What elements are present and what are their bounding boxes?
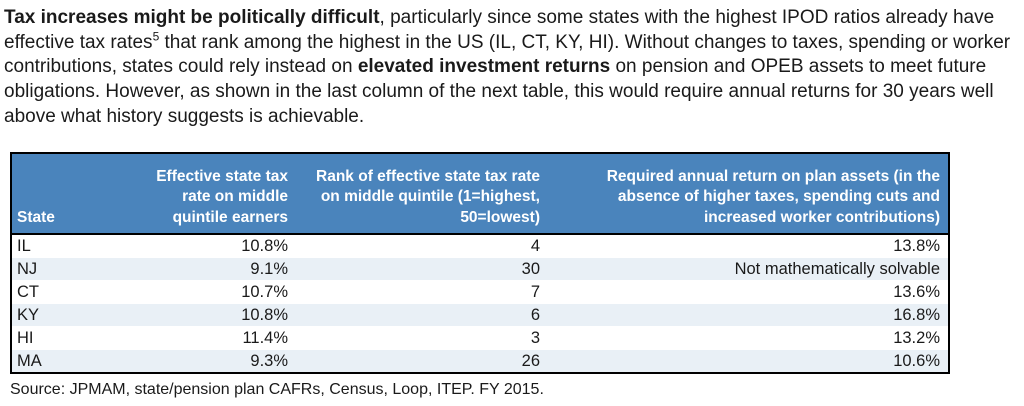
rank-cell: 6 — [296, 303, 548, 328]
required-return-cell: Not mathematically solvable — [548, 257, 949, 282]
tax-rate-cell: 10.8% — [126, 303, 296, 328]
table-body: IL 10.8% 4 13.8% NJ 9.1% 30 Not mathemat… — [11, 233, 949, 374]
table-header: State Effective state tax rate on middle… — [11, 152, 949, 236]
table-row-ma: MA 9.3% 26 10.6% — [11, 349, 949, 374]
table-row-il: IL 10.8% 4 13.8% — [11, 233, 949, 259]
tax-rate-cell: 11.4% — [126, 326, 296, 351]
state-cell: IL — [11, 233, 126, 259]
column-header-required-return: Required annual return on plan assets (i… — [548, 152, 949, 236]
table-row-nj: NJ 9.1% 30 Not mathematically solvable — [11, 257, 949, 282]
column-header-effective-tax-rate: Effective state tax rate on middle quint… — [126, 152, 296, 236]
required-return-cell: 16.8% — [548, 303, 949, 328]
rank-cell: 30 — [296, 257, 548, 282]
source-note: Source: JPMAM, state/pension plan CAFRs,… — [10, 381, 544, 399]
paragraph-run: on pension and OPEB assets to meet futur… — [4, 56, 994, 127]
rank-cell: 26 — [296, 349, 548, 374]
table-row-hi: HI 11.4% 3 13.2% — [11, 326, 949, 351]
bold-elevated-returns-phrase: elevated investment returns — [357, 56, 611, 78]
table-row-ky: KY 10.8% 6 16.8% — [11, 303, 949, 328]
state-cell: CT — [11, 280, 126, 305]
tax-rate-cell: 10.8% — [126, 233, 296, 259]
state-cell: KY — [11, 303, 126, 328]
column-header-state: State — [11, 152, 126, 236]
table-row-ct: CT 10.7% 7 13.6% — [11, 280, 949, 305]
required-return-cell: 13.2% — [548, 326, 949, 351]
state-cell: HI — [11, 326, 126, 351]
paragraph-run: , particularly since some states with th… — [4, 7, 995, 53]
paragraph-run: that rank among the highest in the US (I… — [4, 31, 1011, 78]
required-return-cell: 13.6% — [548, 280, 949, 305]
intro-paragraph: Tax increases might be politically diffi… — [4, 6, 1020, 130]
state-cell: NJ — [11, 257, 126, 282]
footnote-reference-5: 5 — [152, 29, 160, 44]
bold-lead-phrase: Tax increases might be politically diffi… — [4, 7, 380, 28]
state-tax-table: State Effective state tax rate on middle… — [10, 151, 950, 375]
rank-cell: 4 — [296, 233, 548, 259]
state-cell: MA — [11, 349, 126, 374]
header-row: State Effective state tax rate on middle… — [11, 152, 949, 236]
required-return-cell: 13.8% — [548, 233, 949, 259]
required-return-cell: 10.6% — [548, 349, 949, 374]
column-header-rank: Rank of effective state tax rate on midd… — [296, 152, 548, 236]
tax-rate-cell: 9.3% — [126, 349, 296, 374]
rank-cell: 7 — [296, 280, 548, 305]
rank-cell: 3 — [296, 326, 548, 351]
tax-rate-cell: 9.1% — [126, 257, 296, 282]
tax-rate-cell: 10.7% — [126, 280, 296, 305]
